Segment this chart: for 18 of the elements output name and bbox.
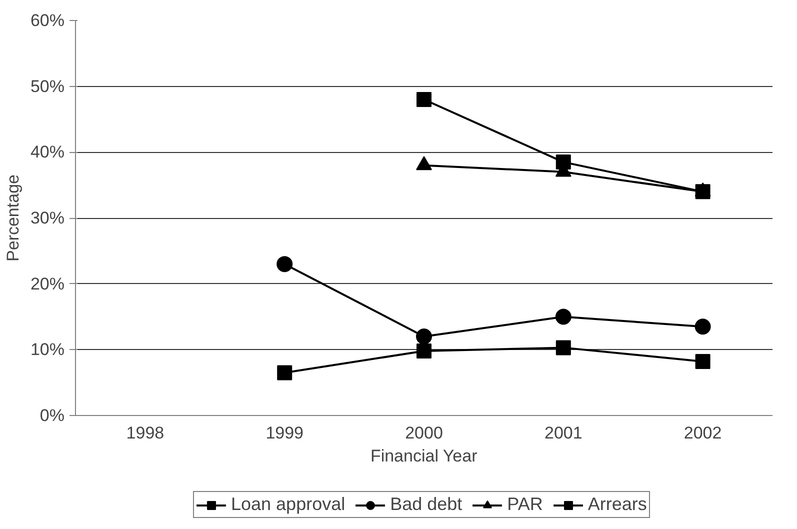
x-tick-label: 2002 [684, 424, 722, 442]
x-tick-label: 1999 [266, 424, 304, 442]
y-tick-label: 40% [30, 142, 65, 162]
y-axis-title: Percentage [3, 174, 22, 262]
y-tick-label: 20% [30, 274, 65, 294]
y-tick-label: 50% [30, 76, 65, 96]
x-tick-label: 2000 [405, 424, 443, 442]
y-tick-label: 0% [40, 406, 65, 425]
y-tick-label: 30% [30, 208, 65, 228]
legend-label: Arrears [588, 494, 647, 515]
x-tick-label: 2001 [544, 424, 582, 442]
legend-label: Bad debt [390, 494, 462, 515]
x-tick-label: 1998 [126, 424, 164, 442]
y-tick-label: 60% [30, 11, 65, 30]
legend-label: PAR [507, 494, 543, 515]
x-axis-title: Financial Year [370, 446, 478, 466]
y-tick-label: 10% [30, 340, 65, 360]
legend-label: Loan approval [231, 494, 346, 515]
